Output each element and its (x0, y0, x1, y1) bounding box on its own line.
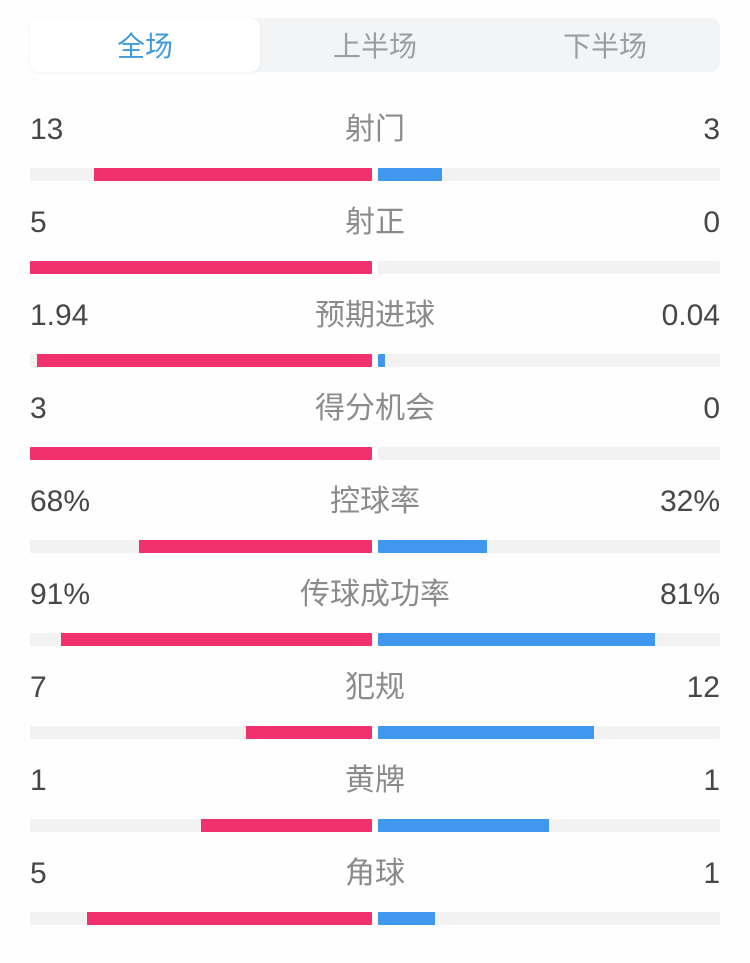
stat-label: 角球 (345, 857, 405, 890)
home-bar-fill (94, 168, 372, 181)
match-stats-panel: 全场 上半场 下半场 13 射门 3 5 射正 0 (0, 18, 750, 925)
home-value: 1.94 (30, 299, 89, 332)
away-bar-fill (378, 354, 385, 367)
stat-label: 得分机会 (315, 392, 435, 425)
stat-row-pass-accuracy: 91% 传球成功率 81% (30, 573, 720, 646)
home-bar-track (30, 726, 372, 739)
away-value: 0.04 (661, 299, 720, 332)
stat-label: 控球率 (330, 485, 420, 518)
stat-bars (30, 540, 720, 553)
away-bar-track (378, 168, 720, 181)
home-bar-fill (30, 447, 372, 460)
stat-row-shots: 13 射门 3 (30, 108, 720, 181)
home-value: 13 (30, 113, 64, 146)
stat-bars (30, 447, 720, 460)
home-value: 1 (30, 764, 47, 797)
tab-second-half[interactable]: 下半场 (562, 31, 647, 62)
away-bar-track (378, 912, 720, 925)
stat-row-yellow-cards: 1 黄牌 1 (30, 759, 720, 832)
away-bar-fill (378, 819, 549, 832)
home-bar-track (30, 261, 372, 274)
stats-list: 13 射门 3 5 射正 0 1.94 (30, 108, 720, 925)
home-bar-fill (139, 540, 372, 553)
home-bar-track (30, 819, 372, 832)
away-bar-fill (378, 168, 443, 181)
stat-bars (30, 261, 720, 274)
home-bar-fill (30, 261, 372, 274)
stat-bars (30, 168, 720, 181)
away-value: 81% (659, 578, 720, 611)
stat-row-expected-goals: 1.94 预期进球 0.04 (30, 294, 720, 367)
home-bar-track (30, 540, 372, 553)
away-bar-track (378, 540, 720, 553)
away-bar-fill (378, 726, 594, 739)
away-value: 1 (703, 764, 720, 797)
home-value: 5 (30, 206, 47, 239)
away-bar-track (378, 633, 720, 646)
away-value: 32% (659, 485, 720, 518)
stat-label: 黄牌 (345, 764, 405, 797)
stat-label: 预期进球 (315, 299, 435, 332)
away-bar-fill (378, 633, 656, 646)
home-bar-fill (87, 912, 372, 925)
home-value: 91% (30, 578, 91, 611)
stat-row-big-chances: 3 得分机会 0 (30, 387, 720, 460)
stat-row-fouls: 7 犯规 12 (30, 666, 720, 739)
stat-bars (30, 354, 720, 367)
away-value: 1 (703, 857, 720, 890)
home-bar-fill (60, 633, 372, 646)
away-bar-track (378, 354, 720, 367)
away-bar-fill (378, 540, 488, 553)
period-tab-bar: 全场 上半场 下半场 (30, 18, 720, 72)
stat-label: 射正 (345, 206, 405, 239)
home-bar-track (30, 168, 372, 181)
home-value: 7 (30, 671, 47, 704)
home-bar-fill (246, 726, 372, 739)
home-bar-fill (36, 354, 372, 367)
home-value: 68% (30, 485, 91, 518)
stat-bars (30, 726, 720, 739)
stat-label: 射门 (345, 113, 405, 146)
stat-bars (30, 633, 720, 646)
stat-label: 犯规 (345, 671, 405, 704)
stat-row-possession: 68% 控球率 32% (30, 480, 720, 553)
away-bar-track (378, 726, 720, 739)
stat-row-corners: 5 角球 1 (30, 852, 720, 925)
away-bar-track (378, 819, 720, 832)
away-value: 12 (686, 671, 720, 704)
stat-label: 传球成功率 (300, 578, 450, 611)
away-value: 0 (703, 206, 720, 239)
tab-first-half[interactable]: 上半场 (332, 31, 417, 62)
away-bar-fill (378, 912, 435, 925)
home-bar-track (30, 633, 372, 646)
stat-bars (30, 819, 720, 832)
home-bar-track (30, 354, 372, 367)
home-bar-track (30, 912, 372, 925)
home-value: 3 (30, 392, 47, 425)
tab-full-match[interactable]: 全场 (30, 18, 260, 72)
away-bar-track (378, 447, 720, 460)
stat-bars (30, 912, 720, 925)
away-value: 0 (703, 392, 720, 425)
away-bar-track (378, 261, 720, 274)
home-bar-track (30, 447, 372, 460)
stat-row-shots-on-target: 5 射正 0 (30, 201, 720, 274)
home-bar-fill (201, 819, 372, 832)
home-value: 5 (30, 857, 47, 890)
away-value: 3 (703, 113, 720, 146)
